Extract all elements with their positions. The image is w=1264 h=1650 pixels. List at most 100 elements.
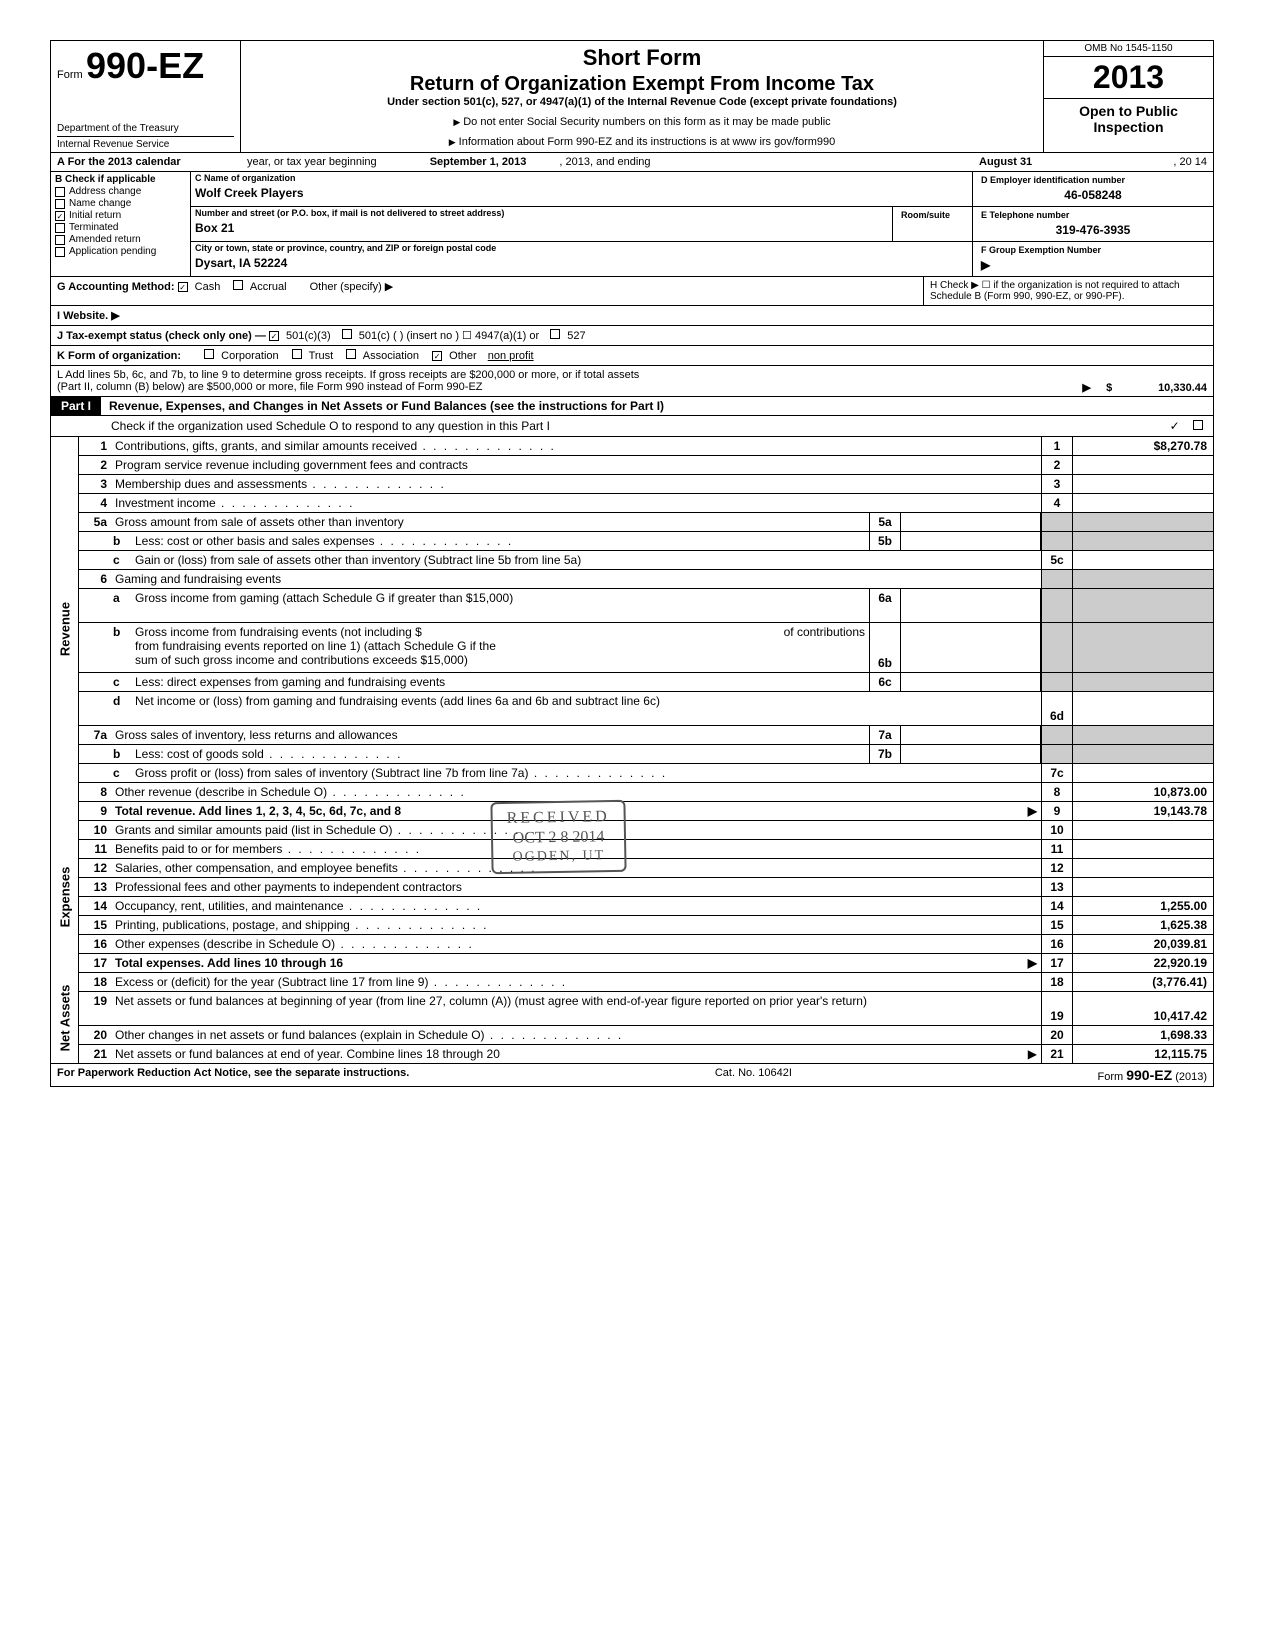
line-6d: d Net income or (loss) from gaming and f… (79, 692, 1213, 726)
address: Box 21 (191, 219, 892, 237)
row-a-mid: year, or tax year beginning September 1,… (241, 153, 973, 171)
begin-date: September 1, 2013 (430, 156, 527, 168)
line-7b: b Less: cost of goods sold 7b (79, 745, 1213, 764)
revenue-label-col: Revenue (51, 437, 79, 821)
line-15: 15 Printing, publications, postage, and … (79, 916, 1213, 935)
footer: For Paperwork Reduction Act Notice, see … (51, 1064, 1213, 1086)
k-label: K Form of organization: (57, 350, 181, 362)
l-text2: (Part II, column (B) below) are $500,000… (57, 381, 483, 393)
form-number: 990-EZ (86, 45, 204, 86)
expenses-section: Expenses 10 Grants and similar amounts p… (51, 821, 1213, 973)
cb-address-change[interactable]: Address change (55, 186, 186, 197)
line-17: 17 Total expenses. Add lines 10 through … (79, 954, 1213, 973)
room-label: Room/suite (897, 209, 968, 221)
line-5b: b Less: cost or other basis and sales ex… (79, 532, 1213, 551)
g-other: Other (specify) ▶ (310, 281, 394, 293)
check-line-text: Check if the organization used Schedule … (111, 419, 550, 433)
cb-501c3[interactable]: ✓ (269, 331, 279, 341)
line-19: 19 Net assets or fund balances at beginn… (79, 992, 1213, 1026)
line-12: 12 Salaries, other compensation, and emp… (79, 859, 1213, 878)
cb-terminated[interactable]: Terminated (55, 222, 186, 233)
cb-accrual[interactable] (233, 280, 243, 290)
line-14: 14 Occupancy, rent, utilities, and maint… (79, 897, 1213, 916)
section-b: B Check if applicable Address change Nam… (51, 172, 1213, 277)
revenue-vlabel: Revenue (57, 602, 72, 656)
open-label: Open to Public (1079, 103, 1178, 119)
header-left: Form 990-EZ Department of the Treasury I… (51, 41, 241, 152)
ssn-notice: Do not enter Social Security numbers on … (251, 116, 1033, 128)
part1-title: Revenue, Expenses, and Changes in Net As… (101, 397, 1213, 415)
row-l: L Add lines 5b, 6c, and 7b, to line 9 to… (51, 366, 1213, 397)
cb-trust[interactable] (292, 349, 302, 359)
other-org-val: non profit (488, 350, 534, 362)
cell-org-name: C Name of organization Wolf Creek Player… (191, 172, 973, 206)
end-year: , 20 14 (1173, 156, 1207, 168)
line-7a: 7a Gross sales of inventory, less return… (79, 726, 1213, 745)
form-prefix: Form (57, 69, 83, 81)
line-1: 1 Contributions, gifts, grants, and simi… (79, 437, 1213, 456)
cb-schedule-o[interactable] (1193, 420, 1203, 430)
stamp-date: OCT 2 8 2014 (507, 828, 610, 848)
cb-501c[interactable] (342, 329, 352, 339)
line-7c: c Gross profit or (loss) from sales of i… (79, 764, 1213, 783)
row-address: Number and street (or P.O. box, if mail … (191, 207, 1213, 242)
line-16: 16 Other expenses (describe in Schedule … (79, 935, 1213, 954)
line-21: 21 Net assets or fund balances at end of… (79, 1045, 1213, 1063)
expenses-vlabel: Expenses (57, 867, 72, 928)
footer-cat: Cat. No. 10642I (715, 1067, 792, 1083)
cell-address: Number and street (or P.O. box, if mail … (191, 207, 893, 241)
line-10: 10 Grants and similar amounts paid (list… (79, 821, 1213, 840)
line-13: 13 Professional fees and other payments … (79, 878, 1213, 897)
expenses-label-col: Expenses (51, 821, 79, 973)
phone: 319-476-3935 (977, 221, 1209, 239)
year-end-label: , 2013, and ending (559, 156, 650, 168)
l-text2-row: (Part II, column (B) below) are $500,000… (57, 381, 1207, 393)
cb-assoc[interactable] (346, 349, 356, 359)
cb-application-pending[interactable]: Application pending (55, 246, 186, 257)
f-label: F Group Exemption Number (977, 244, 1209, 256)
open-public: Open to Public Inspection (1044, 99, 1213, 139)
city-label: City or town, state or province, country… (191, 242, 972, 254)
netassets-vlabel: Net Assets (57, 985, 72, 1052)
year-begin-label: year, or tax year beginning (247, 156, 377, 168)
e-label: E Telephone number (977, 209, 1209, 221)
cb-cash[interactable]: ✓ (178, 282, 188, 292)
line-8: 8 Other revenue (describe in Schedule O)… (79, 783, 1213, 802)
cb-name-change[interactable]: Name change (55, 198, 186, 209)
line-3: 3 Membership dues and assessments 3 (79, 475, 1213, 494)
cb-corp[interactable] (204, 349, 214, 359)
stamp-location: OGDEN, UT (507, 848, 610, 866)
inspection-label: Inspection (1093, 119, 1163, 135)
row-a-right: August 31 , 20 14 (973, 153, 1213, 171)
dept-text: Department of the Treasury (57, 123, 179, 134)
line-20: 20 Other changes in net assets or fund b… (79, 1026, 1213, 1045)
line-6c: c Less: direct expenses from gaming and … (79, 673, 1213, 692)
g-label: G Accounting Method: (57, 281, 175, 293)
header-right: OMB No 1545-1150 2013 Open to Public Ins… (1043, 41, 1213, 152)
received-stamp: RECEIVED OCT 2 8 2014 OGDEN, UT (490, 800, 626, 874)
cb-amended[interactable]: Amended return (55, 234, 186, 245)
end-month: August 31 (979, 156, 1032, 168)
short-form-label: Short Form (251, 45, 1033, 71)
cell-room: Room/suite (893, 207, 973, 241)
ein: 46-058248 (977, 186, 1209, 204)
cb-527[interactable] (550, 329, 560, 339)
info-notice: Information about Form 990-EZ and its in… (251, 136, 1033, 148)
j-label: J Tax-exempt status (check only one) — (57, 330, 266, 342)
row-a: A For the 2013 calendar year, or tax yea… (51, 153, 1213, 172)
omb-number: OMB No 1545-1150 (1044, 41, 1213, 57)
cell-ein: D Employer identification number 46-0582… (973, 172, 1213, 206)
netassets-label-col: Net Assets (51, 973, 79, 1063)
footer-right: Form 990-EZ (2013) (1097, 1067, 1207, 1083)
l-amount: 10,330.44 (1158, 382, 1207, 394)
line-4: 4 Investment income 4 (79, 494, 1213, 513)
cb-other-org[interactable]: ✓ (432, 351, 442, 361)
row-name: C Name of organization Wolf Creek Player… (191, 172, 1213, 207)
cb-initial-return[interactable]: ✓Initial return (55, 210, 186, 221)
netassets-section: Net Assets 18 Excess or (deficit) for th… (51, 973, 1213, 1064)
line-9: 9 Total revenue. Add lines 1, 2, 3, 4, 5… (79, 802, 1213, 821)
form-990ez-page1: Form 990-EZ Department of the Treasury I… (50, 40, 1214, 1087)
h-check: H Check ▶ ☐ if the organization is not r… (923, 277, 1213, 305)
part1-label: Part I (51, 397, 101, 415)
addr-label: Number and street (or P.O. box, if mail … (191, 207, 892, 219)
